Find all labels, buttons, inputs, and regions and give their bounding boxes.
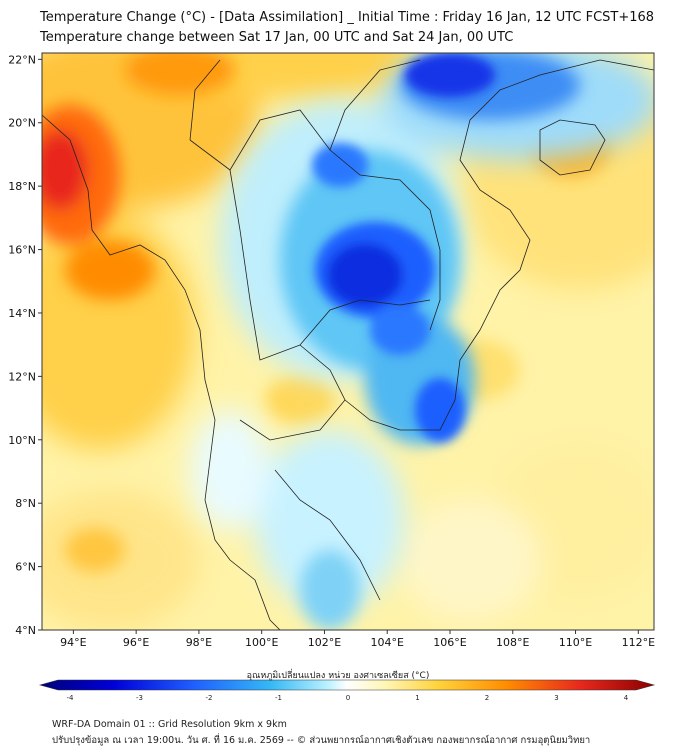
- colorbar-tick-label: -2: [206, 694, 213, 702]
- colorbar-tick-label: -1: [275, 694, 282, 702]
- colorbar: -4 -3 -2 -1 0 1 2 3 4: [38, 679, 656, 702]
- colorbar-tick-label: 4: [624, 694, 629, 702]
- x-tick-label: 106°E: [433, 636, 466, 649]
- coastline-borders: [42, 59, 654, 630]
- x-tick-label: 94°E: [60, 636, 86, 649]
- y-tick-label: 6°N: [15, 561, 36, 574]
- x-tick-label: 98°E: [186, 636, 212, 649]
- y-tick-label: 20°N: [8, 117, 36, 130]
- y-tick-label: 8°N: [15, 497, 36, 510]
- longitude-axis: 94°E 96°E 98°E 100°E 102°E 104°E 106°E 108°E 110…: [60, 630, 655, 649]
- latitude-axis: 4°N 6°N 8°N 10°N 12°N 14°N 16°N 18°N 20°N 22°N: [8, 53, 42, 637]
- x-tick-label: 104°E: [371, 636, 404, 649]
- x-tick-label: 110°E: [559, 636, 592, 649]
- footer-update-info: ปรับปรุงข้อมูล ณ เวลา 19:00น. วัน ศ. ที่…: [52, 735, 591, 746]
- heatmap-field: [42, 53, 654, 630]
- y-tick-label: 14°N: [8, 307, 36, 320]
- x-tick-label: 96°E: [123, 636, 149, 649]
- y-tick-label: 18°N: [8, 180, 36, 193]
- map-frame: [41, 52, 655, 631]
- x-tick-label: 112°E: [622, 636, 655, 649]
- colorbar-tick-label: 0: [346, 694, 350, 702]
- map-title-line2: Temperature change between Sat 17 Jan, 0…: [40, 30, 514, 45]
- x-tick-label: 100°E: [245, 636, 278, 649]
- colorbar-tick-label: 2: [485, 694, 489, 702]
- y-tick-label: 12°N: [8, 370, 36, 383]
- map-title-line1: Temperature Change (°C) - [Data Assimila…: [40, 10, 655, 25]
- x-tick-label: 102°E: [308, 636, 341, 649]
- y-tick-label: 16°N: [8, 244, 36, 257]
- y-tick-label: 22°N: [8, 53, 36, 66]
- colorbar-label: อุณหภูมิเปลี่ยนแปลง หน่วย องศาเซลเซียส (…: [246, 671, 430, 681]
- y-tick-label: 10°N: [8, 434, 36, 447]
- colorbar-tick-label: -4: [67, 694, 75, 702]
- y-tick-label: 4°N: [15, 624, 36, 637]
- footer-model-info: WRF-DA Domain 01 :: Grid Resolution 9km …: [52, 719, 287, 730]
- colorbar-tick-label: -3: [136, 694, 143, 702]
- x-tick-label: 108°E: [496, 636, 529, 649]
- colorbar-tick-label: 3: [554, 694, 558, 702]
- colorbar-tick-label: 1: [415, 694, 419, 702]
